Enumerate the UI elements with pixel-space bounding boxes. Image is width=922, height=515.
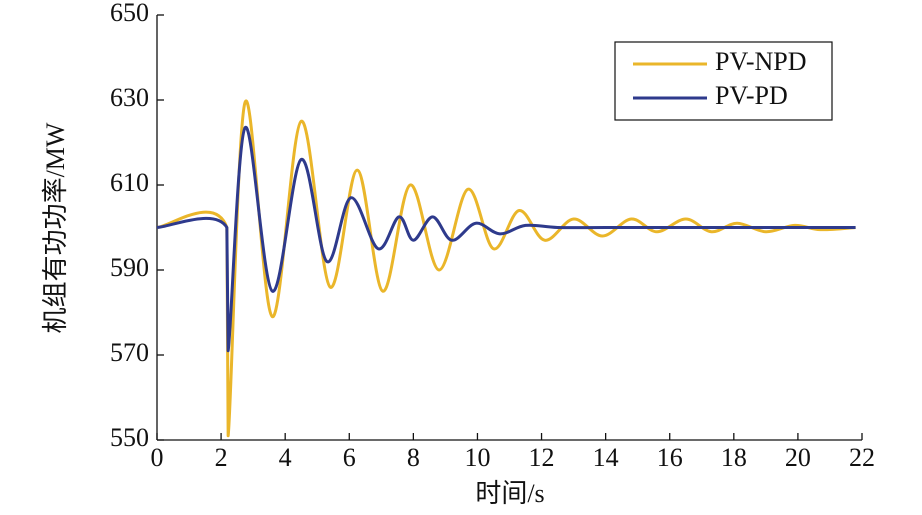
legend-box <box>614 41 833 121</box>
legend-label: PV-NPD <box>715 47 807 76</box>
x-tick-label: 16 <box>657 443 683 472</box>
x-tick-label: 0 <box>151 443 164 472</box>
y-tick-label: 550 <box>110 423 149 452</box>
y-tick-label: 610 <box>110 168 149 197</box>
x-tick-label: 2 <box>215 443 228 472</box>
legend-label: PV-PD <box>715 81 788 110</box>
y-tick-label: 630 <box>110 83 149 112</box>
x-tick-label: 10 <box>464 443 490 472</box>
x-tick-label: 14 <box>593 443 619 472</box>
y-tick-label: 590 <box>110 253 149 282</box>
x-tick-label: 18 <box>721 443 747 472</box>
line-series <box>156 126 856 353</box>
y-tick-label: 650 <box>110 0 149 27</box>
x-tick-label: 6 <box>343 443 356 472</box>
y-axis-label: 机组有功功率/MW <box>41 122 70 333</box>
x-tick-label: 8 <box>407 443 420 472</box>
y-tick-label: 570 <box>110 338 149 367</box>
x-tick-label: 20 <box>785 443 811 472</box>
x-axis-label: 时间/s <box>475 479 544 508</box>
x-tick-label: 22 <box>849 443 875 472</box>
x-tick-label: 4 <box>279 443 292 472</box>
x-tick-label: 12 <box>529 443 555 472</box>
line-series <box>156 99 856 438</box>
